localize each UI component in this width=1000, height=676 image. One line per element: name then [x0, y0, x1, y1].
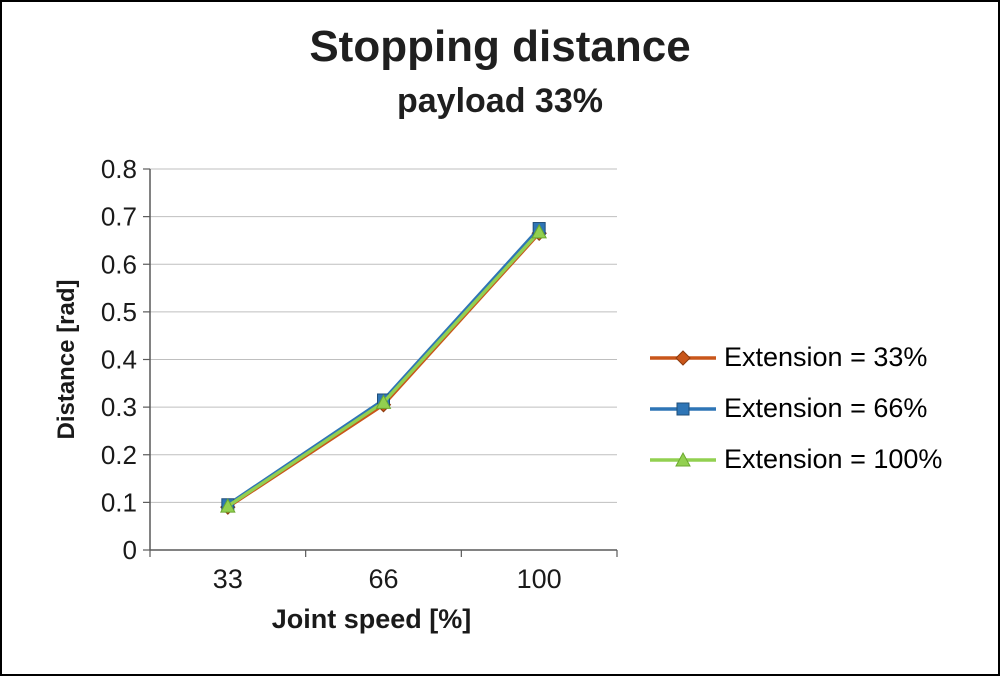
data-point-marker — [675, 451, 691, 466]
legend-marker-icon — [650, 349, 716, 366]
x-tick-label: 100 — [517, 564, 562, 594]
legend-item: Extension = 33% — [650, 332, 942, 383]
legend-label: Extension = 66% — [724, 393, 928, 423]
y-tick-label: 0 — [123, 535, 137, 565]
x-tick-label: 66 — [368, 564, 398, 594]
legend-item: Extension = 100% — [650, 434, 942, 485]
legend-label: Extension = 33% — [724, 342, 928, 372]
legend: Extension = 33% Extension = 66% Extension … — [650, 332, 942, 485]
y-tick-label: 0.6 — [101, 249, 137, 279]
y-tick-label: 0.2 — [101, 440, 137, 470]
chart-title: Stopping distance — [309, 22, 691, 71]
series-line — [226, 227, 541, 507]
y-tick-label: 0.5 — [101, 297, 137, 327]
series-square — [221, 222, 546, 512]
data-point-marker — [375, 394, 392, 409]
data-point-marker — [676, 402, 690, 415]
x-tick-label: 33 — [213, 564, 243, 594]
series-line — [226, 232, 541, 509]
y-tick-label: 0.3 — [101, 392, 137, 422]
y-tick-label: 0.1 — [101, 487, 137, 517]
x-axis-title: Joint speed [%] — [272, 604, 472, 634]
data-point-marker — [675, 349, 691, 366]
y-tick-label: 0.7 — [101, 202, 137, 232]
legend-marker-icon — [650, 402, 716, 415]
legend-marker-icon — [650, 451, 716, 466]
series-line — [226, 230, 541, 508]
y-axis-title: Distance [rad] — [53, 279, 80, 439]
data-point-marker — [219, 498, 236, 513]
chart-subtitle: payload 33% — [397, 82, 603, 120]
series-diamond — [220, 225, 547, 515]
plot-area: 0 0.1 0.2 0.3 0.4 0.5 0.6 0.7 0.8 33 66 100 Distance… — [53, 154, 618, 634]
series-triangle — [219, 223, 548, 513]
y-tick-label: 0.4 — [101, 345, 137, 375]
legend-item: Extension = 66% — [650, 383, 942, 434]
y-tick-label: 0.8 — [101, 154, 137, 184]
legend-label: Extension = 100% — [724, 444, 943, 474]
data-point-marker — [531, 223, 548, 239]
